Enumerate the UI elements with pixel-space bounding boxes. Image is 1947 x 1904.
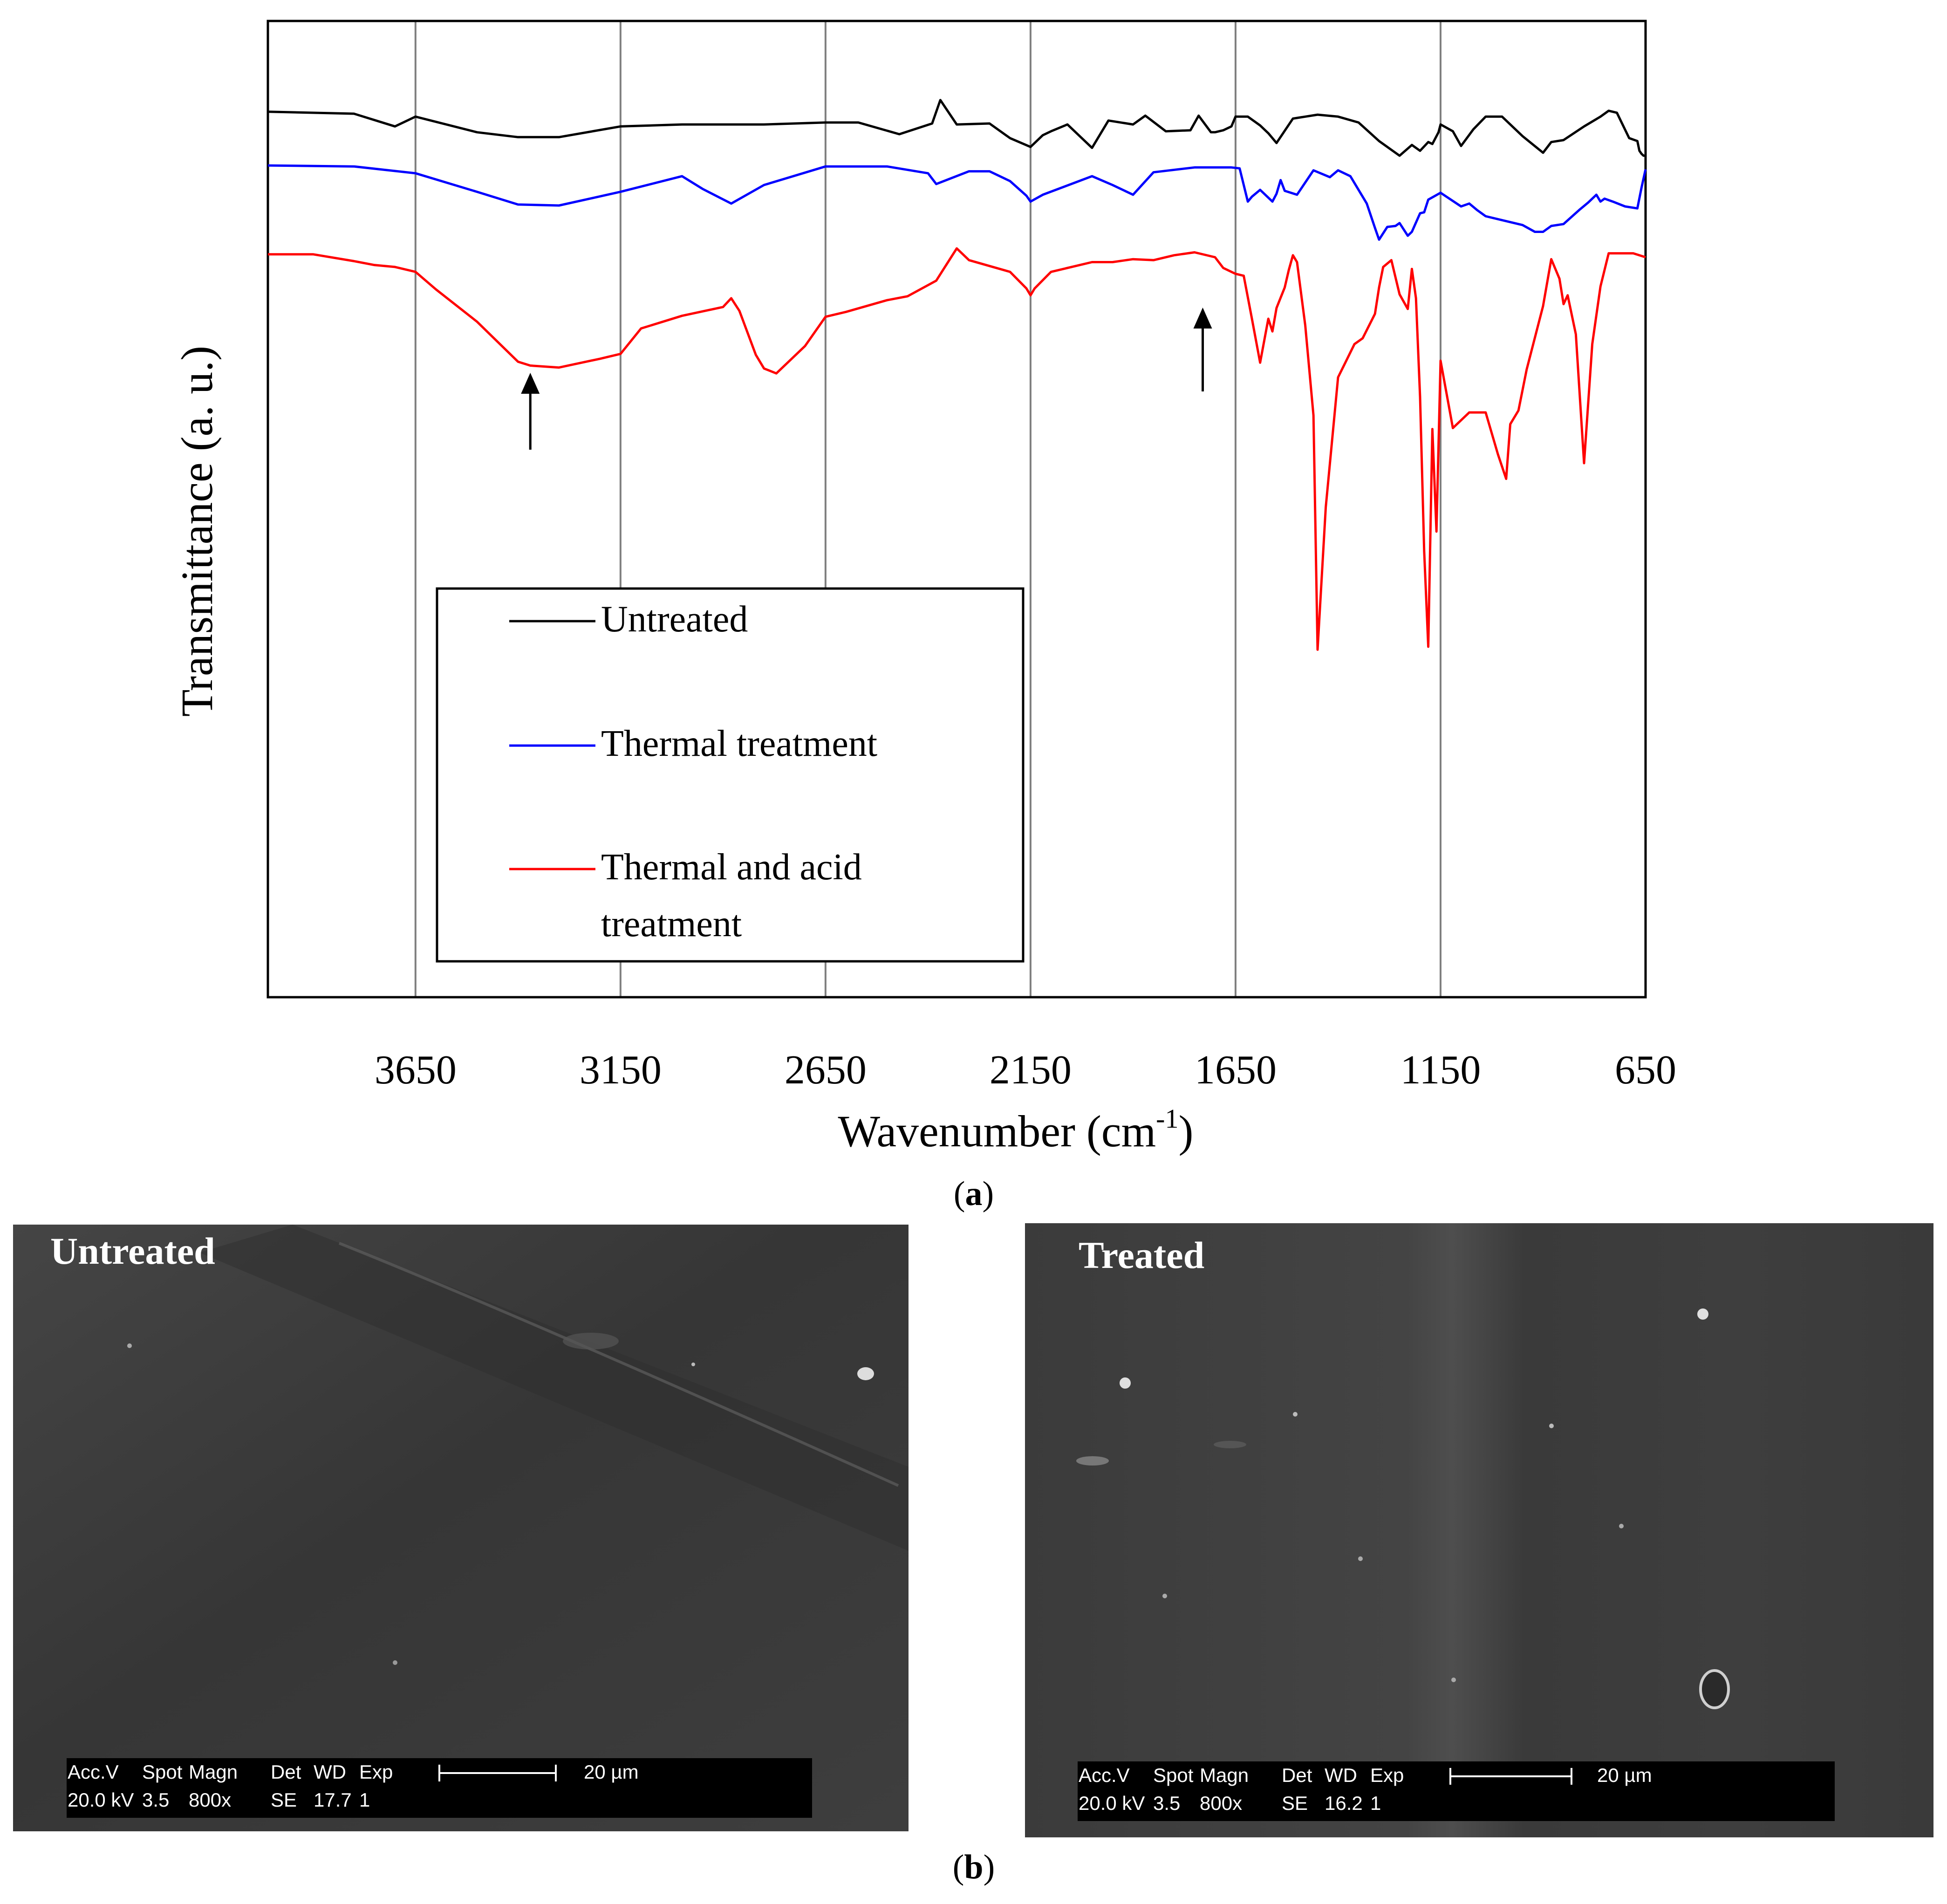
sem-label-det: Det [271, 1761, 301, 1783]
sem-image-treated: Treated Acc.V Spot Magn Det WD Exp 20.0 … [1025, 1223, 1933, 1837]
sem-label-spot: Spot [1153, 1764, 1194, 1786]
arrow-head [521, 373, 540, 394]
series-layer [267, 99, 1647, 651]
sem-value-det: SE [1282, 1792, 1308, 1814]
sem-texture-treated [1025, 1223, 1933, 1837]
annotation-layer [521, 308, 1212, 450]
scale-bar-tick-right [1571, 1768, 1572, 1785]
sem-label-exp: Exp [359, 1761, 393, 1783]
sem-info-bar-untreated: Acc.V Spot Magn Det WD Exp 20.0 kV 3.5 8… [67, 1758, 812, 1818]
plot-frame [266, 20, 1647, 999]
x-tick-label-3650: 3650 [375, 1048, 457, 1093]
sem-image-untreated: Untreated Acc.V Spot Magn Det WD Exp 20.… [13, 1225, 909, 1831]
sem-value-magn: 800x [1200, 1792, 1243, 1814]
scale-bar-line [1450, 1775, 1571, 1777]
sem-label-wd: WD [314, 1761, 346, 1783]
sem-value-magn: 800x [189, 1789, 232, 1811]
sem-value-det: SE [271, 1789, 297, 1811]
x-tick-label-1650: 1650 [1195, 1048, 1277, 1093]
sem-info-bar-treated: Acc.V Spot Magn Det WD Exp 20.0 kV 3.5 8… [1078, 1761, 1835, 1821]
sem-value-exp: 1 [1370, 1792, 1381, 1814]
scale-bar-label: 20 µm [1597, 1764, 1652, 1786]
arrow-head [1193, 308, 1212, 329]
ftir-chart: 3650 3150 2650 2150 1650 1150 650 Wavenumber (… [172, 20, 1676, 1156]
sem-value-spot: 3.5 [1153, 1792, 1181, 1814]
sem-title-treated: Treated [1079, 1234, 1205, 1276]
x-tick-label-2150: 2150 [990, 1048, 1072, 1093]
scale-bar-tick-left [438, 1765, 440, 1781]
series-line-untreated [267, 99, 1646, 157]
sem-texture-untreated [13, 1225, 909, 1831]
scale-bar-line [439, 1772, 556, 1774]
scale-bar-label: 20 µm [584, 1761, 639, 1783]
legend-box [436, 587, 1025, 963]
arrow-annotation-3370 [521, 373, 540, 450]
legend-label-thermal: Thermal treatment [601, 723, 877, 764]
x-tick-labels: 3650 3150 2650 2150 1650 1150 650 [375, 1048, 1676, 1093]
sem-label-accv: Acc.V [1079, 1764, 1130, 1786]
legend-label-thermal-acid-line2: treatment [601, 904, 742, 945]
legend: Untreated Thermal treatment Thermal and … [436, 587, 1025, 963]
x-tick-label-650: 650 [1615, 1048, 1676, 1093]
sem-title-untreated: Untreated [50, 1230, 215, 1272]
scale-bar-tick-left [1449, 1768, 1451, 1785]
sem-label-wd: WD [1325, 1764, 1357, 1786]
legend-label-thermal-acid-line1: Thermal and acid [601, 847, 862, 888]
x-tick-label-1150: 1150 [1400, 1048, 1481, 1093]
caption-b: (b) [952, 1848, 995, 1886]
series-line-thermal-treatment [267, 164, 1647, 241]
series-line-thermal-and-acid-treatment [268, 247, 1646, 651]
scale-bar-tick-right [555, 1765, 557, 1781]
sem-value-wd: 16.2 [1325, 1792, 1363, 1814]
sem-label-det: Det [1282, 1764, 1312, 1786]
sem-label-exp: Exp [1370, 1764, 1404, 1786]
sem-value-wd: 17.7 [314, 1789, 352, 1811]
legend-label-thermal-acid: Thermal and acid treatment [601, 847, 871, 945]
sem-value-accv: 20.0 kV [1079, 1792, 1145, 1814]
legend-label-untreated: Untreated [601, 599, 748, 640]
sem-value-accv: 20.0 kV [68, 1789, 134, 1811]
sem-value-spot: 3.5 [142, 1789, 170, 1811]
sem-label-spot: Spot [142, 1761, 183, 1783]
sem-label-accv: Acc.V [68, 1761, 119, 1783]
arrow-annotation-1730 [1193, 308, 1212, 391]
sem-label-magn: Magn [189, 1761, 238, 1783]
x-tick-label-3150: 3150 [580, 1048, 662, 1093]
x-axis-label: Wavenumber (cm-1) [838, 1103, 1194, 1156]
sem-value-exp: 1 [359, 1789, 370, 1811]
y-axis-label: Transmittance (a. u.) [172, 346, 222, 717]
caption-a: (a) [953, 1175, 994, 1213]
x-tick-label-2650: 2650 [785, 1048, 867, 1093]
sem-label-magn: Magn [1200, 1764, 1249, 1786]
